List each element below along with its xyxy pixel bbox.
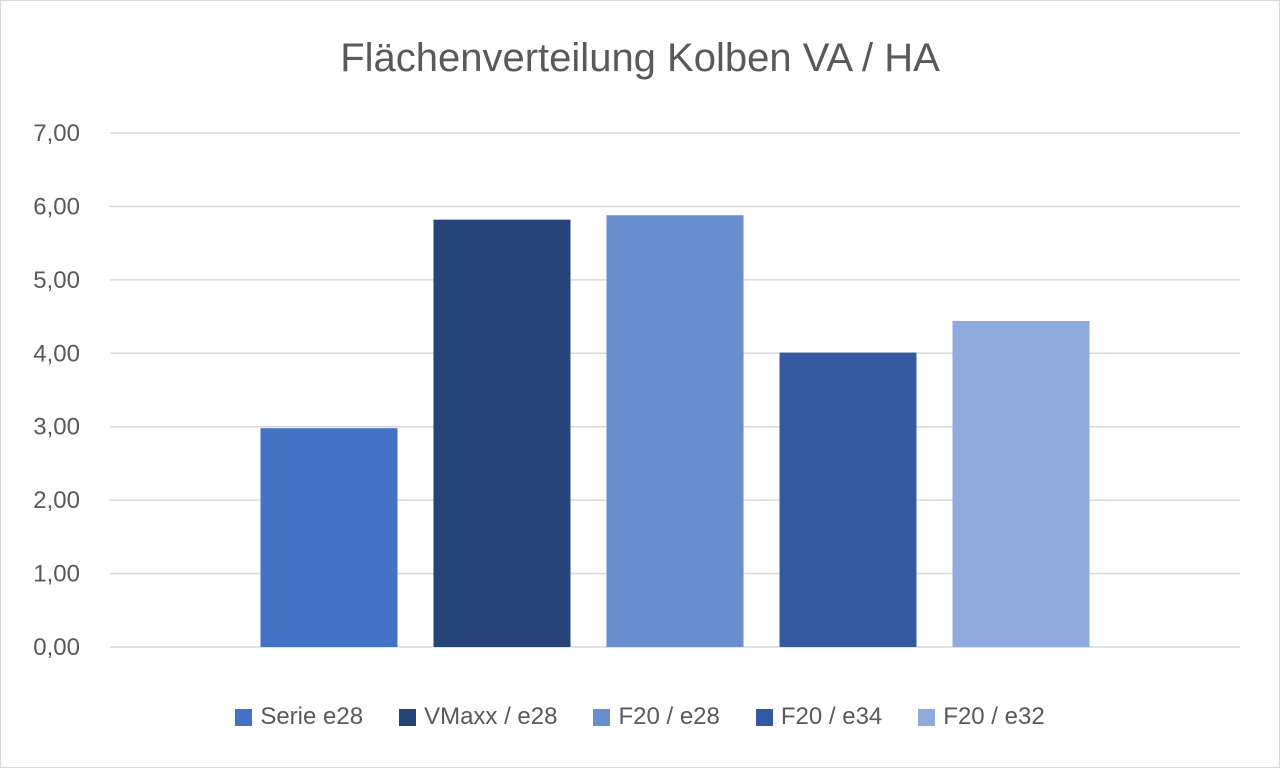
legend-swatch xyxy=(235,708,253,726)
legend: Serie e28 VMaxx / e28 F20 / e28 F20 / e34 F2… xyxy=(0,700,1280,734)
legend-label: F20 / e28 xyxy=(618,703,720,730)
y-tick-label: 3,00 xyxy=(33,414,80,441)
y-tick-label: 1,00 xyxy=(33,561,80,588)
y-tick-label: 0,00 xyxy=(33,634,80,661)
bar xyxy=(433,219,571,647)
legend-item: F20 / e28 xyxy=(593,703,720,731)
legend-label: Serie e28 xyxy=(260,703,364,730)
y-tick-label: 2,00 xyxy=(33,487,80,514)
bar xyxy=(260,428,398,647)
legend-label: F20 / e34 xyxy=(780,703,883,730)
bar xyxy=(952,320,1090,647)
y-tick-label: 5,00 xyxy=(33,267,80,294)
legend-swatch xyxy=(593,708,611,726)
bar xyxy=(779,352,917,647)
legend-swatch xyxy=(918,708,936,726)
y-tick-label: 6,00 xyxy=(33,193,80,220)
legend-swatch xyxy=(755,708,773,726)
bar xyxy=(606,215,744,648)
legend-item: F20 / e32 xyxy=(918,703,1045,731)
legend-swatch xyxy=(399,708,417,726)
chart-title: Flächenverteilung Kolben VA / HA xyxy=(340,36,940,80)
legend-item: F20 / e34 xyxy=(755,703,883,731)
y-tick-label: 4,00 xyxy=(33,340,80,367)
legend-label: VMaxx / e28 xyxy=(424,703,558,730)
legend-item: Serie e28 xyxy=(235,703,363,731)
y-tick-label: 7,00 xyxy=(33,120,80,147)
legend-item: VMaxx / e28 xyxy=(399,703,557,731)
legend-label: F20 / e32 xyxy=(943,703,1045,730)
